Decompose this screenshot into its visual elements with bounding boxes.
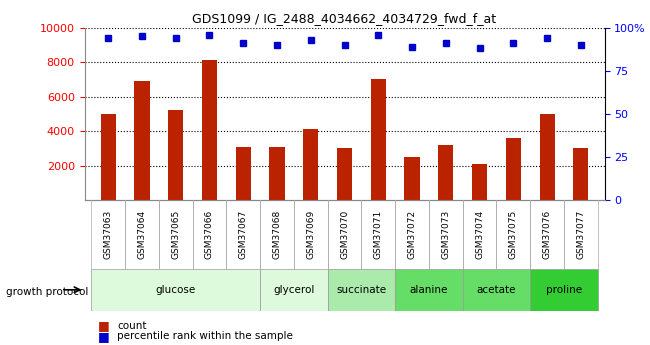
Bar [328,269,395,310]
Text: ■: ■ [98,319,109,333]
Bar [370,79,386,200]
Bar [168,110,183,200]
Text: GSM37072: GSM37072 [408,210,417,259]
Text: GSM37075: GSM37075 [509,210,518,259]
Bar [91,269,260,310]
Text: glycerol: glycerol [273,285,315,295]
Text: GSM37068: GSM37068 [272,210,281,259]
Text: GSM37076: GSM37076 [543,210,552,259]
Text: GSM37069: GSM37069 [306,210,315,259]
Text: GSM37064: GSM37064 [137,210,146,259]
Bar [404,157,420,200]
Text: acetate: acetate [476,285,516,295]
Text: GSM37077: GSM37077 [577,210,586,259]
Bar [235,147,251,200]
Text: percentile rank within the sample: percentile rank within the sample [117,332,293,341]
Text: count: count [117,321,146,331]
Bar [101,114,116,200]
Bar [269,147,285,200]
Title: GDS1099 / IG_2488_4034662_4034729_fwd_f_at: GDS1099 / IG_2488_4034662_4034729_fwd_f_… [192,12,497,25]
Bar [540,114,554,200]
Bar [395,269,463,310]
Bar [135,81,150,200]
Bar [472,164,487,200]
Bar [506,138,521,200]
Text: GSM37067: GSM37067 [239,210,248,259]
Bar [337,148,352,200]
Bar [530,269,598,310]
Text: GSM37066: GSM37066 [205,210,214,259]
Text: alanine: alanine [410,285,448,295]
Text: glucose: glucose [155,285,196,295]
Bar [438,145,454,200]
Text: GSM37074: GSM37074 [475,210,484,259]
Text: GSM37073: GSM37073 [441,210,450,259]
Bar [260,269,328,310]
Text: GSM37065: GSM37065 [171,210,180,259]
Text: GSM37070: GSM37070 [340,210,349,259]
Bar [202,60,217,200]
Bar [463,269,530,310]
Bar [573,148,588,200]
Text: GSM37071: GSM37071 [374,210,383,259]
Text: succinate: succinate [336,285,387,295]
Text: proline: proline [546,285,582,295]
Bar [303,129,318,200]
Text: ■: ■ [98,330,109,343]
Text: growth protocol: growth protocol [6,287,89,296]
Text: GSM37063: GSM37063 [103,210,112,259]
